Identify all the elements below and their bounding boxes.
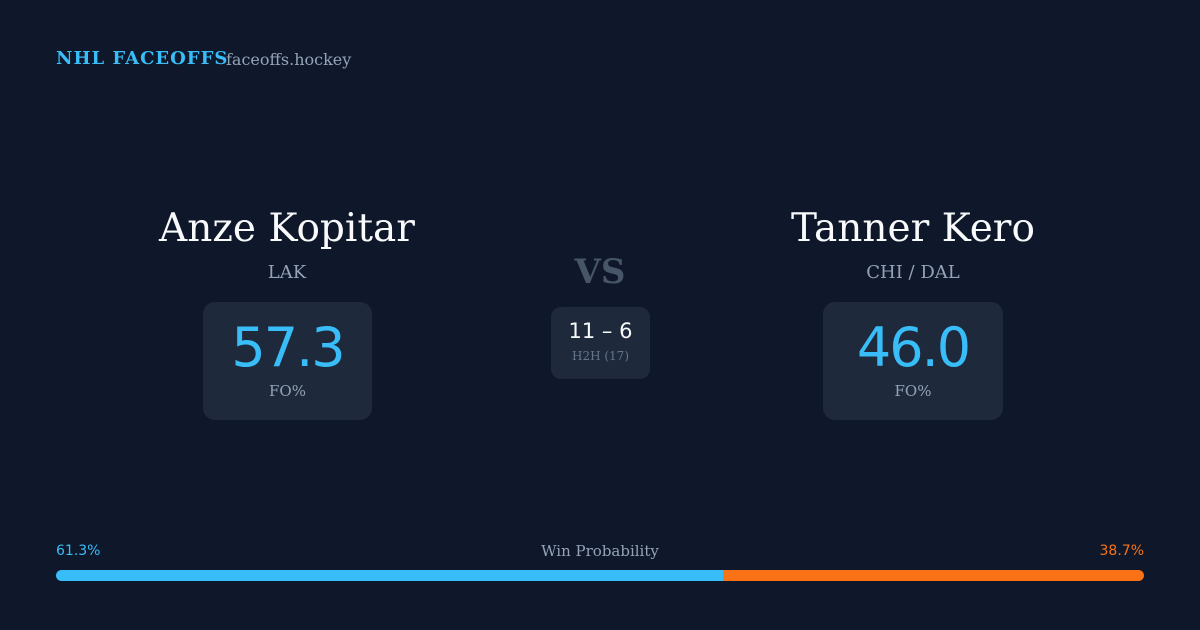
h2h-score: 11 – 6 [568, 319, 633, 343]
h2h-box: 11 – 6 H2H (17) [551, 307, 650, 379]
player-name: Anze Kopitar [159, 206, 415, 251]
h2h-label: H2H (17) [571, 349, 629, 363]
vs: VS [574, 252, 626, 292]
win-prob-right: 38.7% [1099, 543, 1144, 559]
win-prob-segment [56, 570, 723, 581]
site: faceoffs.hockey [226, 50, 352, 69]
win-prob-left: 61.3% [56, 543, 101, 559]
fo-label: FO% [894, 382, 932, 400]
stat-box: 46.0 FO% [823, 302, 1003, 420]
brand-title: NHL FACEOFFS [56, 48, 229, 69]
stat-box: 57.3 FO% [203, 302, 372, 420]
player-team: CHI / DAL [866, 262, 960, 283]
player-team: LAK [267, 262, 307, 283]
win-prob-segment [722, 570, 1144, 581]
fo-pct: 46.0 [856, 316, 971, 379]
win-prob-label: Win Probability [541, 542, 659, 560]
player-name: Tanner Kero [791, 206, 1035, 251]
fo-label: FO% [269, 382, 306, 400]
win-prob-bar [56, 570, 1144, 581]
fo-pct: 57.3 [231, 316, 345, 379]
